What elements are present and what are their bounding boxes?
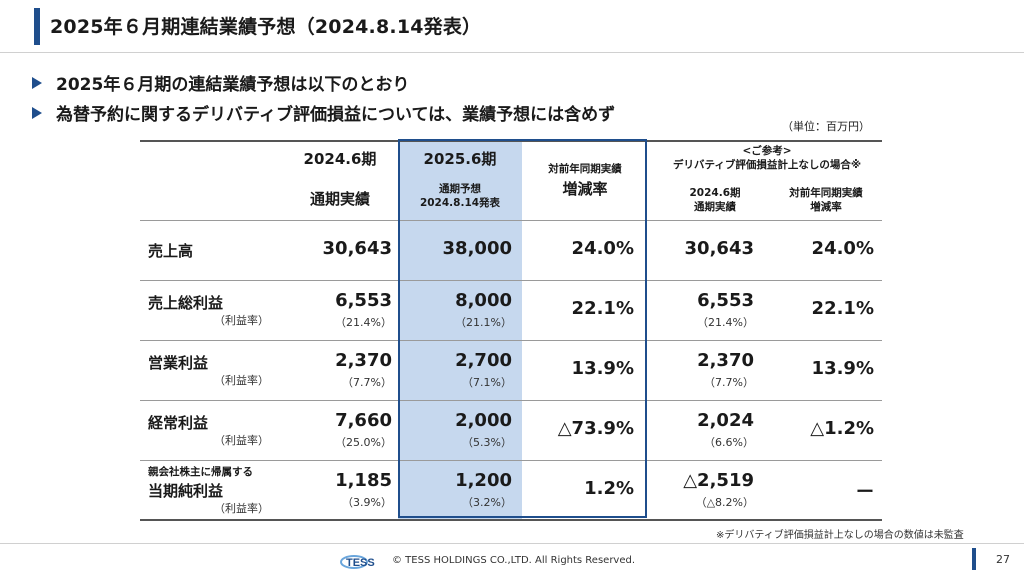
ordinary-profit-2025-margin: （5.3%） <box>462 436 512 449</box>
net-income-2025-margin: （3.2%） <box>462 496 512 509</box>
ordinary-profit-2025-forecast: 2,000 <box>455 410 512 431</box>
bullet-triangle-icon <box>32 76 42 89</box>
operating-profit-2024: 2,370 <box>335 350 392 371</box>
gross-profit-2025-margin: （21.1%） <box>455 316 512 329</box>
gross-profit-margin-label: （利益率） <box>214 314 269 327</box>
operating-profit-ref-margin: （7.7%） <box>704 376 754 389</box>
ref-header-2024-period: 2024.6期 <box>689 187 741 199</box>
gross-profit-yoy: 22.1% <box>571 298 634 319</box>
row-label-ordinary-profit: 経常利益 <box>148 414 209 432</box>
net-income-2024: 1,185 <box>335 470 392 491</box>
row-label-operating-profit: 営業利益 <box>148 354 209 372</box>
bullet-1-text: 2025年６月期の連結業績予想は以下のとおり <box>56 75 410 95</box>
reference-header: <ご参考> デリバティブ評価損益計上なしの場合※ <box>652 144 882 172</box>
table-row-rule <box>140 400 882 401</box>
bullet-2: 為替予約に関するデリバティブ評価損益については、業績予想には含めず <box>32 100 615 125</box>
gross-profit-2025-forecast: 8,000 <box>455 290 512 311</box>
page-accent-bar <box>972 548 976 570</box>
sales-ref-2024: 30,643 <box>684 238 754 259</box>
operating-profit-2025-forecast: 2,700 <box>455 350 512 371</box>
table-bottom-rule <box>140 519 882 521</box>
tess-logo: TESS <box>340 552 382 574</box>
net-income-yoy: 1.2% <box>584 478 634 499</box>
header-2025-period: 2025.6期 <box>423 150 497 168</box>
reference-condition: デリバティブ評価損益計上なしの場合※ <box>672 159 862 171</box>
ordinary-profit-2024-margin: （25.0%） <box>335 436 392 449</box>
sales-2024: 30,643 <box>322 238 392 259</box>
bullet-1: 2025年６月期の連結業績予想は以下のとおり <box>32 70 409 95</box>
net-income-2024-margin: （3.9%） <box>342 496 392 509</box>
row-prelabel-net-income: 親会社株主に帰属する <box>148 466 253 478</box>
net-income-ref-yoy: ー <box>856 482 874 503</box>
copyright: © TESS HOLDINGS CO.,LTD. All Rights Rese… <box>392 555 636 566</box>
table-row-rule <box>140 340 882 341</box>
row-label-sales: 売上高 <box>148 242 194 260</box>
header-2024-actual: 通期実績 <box>309 190 370 208</box>
gross-profit-2024: 6,553 <box>335 290 392 311</box>
ordinary-profit-yoy: △73.9% <box>557 418 634 439</box>
footnote: ※デリバティブ評価損益計上なしの場合の数値は未監査 <box>716 530 964 541</box>
forecast-table: 2024.6期 通期実績 2025.6期 通期予想 2024.8.14発表 対前… <box>140 140 882 521</box>
header-2025-announce-date: 2024.8.14発表 <box>419 197 501 209</box>
page-title: 2025年６月期連結業績予想（2024.8.14発表） <box>50 16 482 38</box>
ordinary-profit-margin-label: （利益率） <box>214 434 269 447</box>
page-number: 27 <box>996 553 1010 566</box>
table-row-rule <box>140 460 882 461</box>
row-label-net-income: 当期純利益 <box>148 482 224 500</box>
ordinary-profit-ref-yoy: △1.2% <box>810 418 874 439</box>
forecast-column-highlight <box>398 140 522 519</box>
gross-profit-ref-margin: （21.4%） <box>697 316 754 329</box>
net-income-2025-forecast: 1,200 <box>455 470 512 491</box>
sales-ref-yoy: 24.0% <box>811 238 874 259</box>
gross-profit-2024-margin: （21.4%） <box>335 316 392 329</box>
bullet-triangle-icon <box>32 106 42 119</box>
net-income-ref-2024: △2,519 <box>683 470 754 491</box>
ref-header-yoy-label: 対前年同期実績 <box>789 187 863 199</box>
net-income-margin-label: （利益率） <box>214 502 269 515</box>
ref-header-2024: 2024.6期 通期実績 <box>660 186 770 214</box>
ref-header-yoy: 対前年同期実績 増減率 <box>770 186 882 214</box>
ordinary-profit-2024: 7,660 <box>335 410 392 431</box>
ref-header-yoy-rate: 増減率 <box>810 201 842 213</box>
header-yoy-label: 対前年同期実績 <box>548 163 622 175</box>
header-2024-period: 2024.6期 <box>303 150 377 168</box>
header-yoy-rate: 増減率 <box>562 180 608 198</box>
operating-profit-2025-margin: （7.1%） <box>462 376 512 389</box>
operating-profit-margin-label: （利益率） <box>214 374 269 387</box>
forecast-highlight-frame <box>398 139 647 518</box>
row-label-gross-profit: 売上総利益 <box>148 294 224 312</box>
unit-label: （単位：百万円） <box>782 120 870 133</box>
net-income-ref-margin: （△8.2%） <box>695 496 754 509</box>
footer-divider <box>0 543 1024 544</box>
title-accent-bar <box>34 8 40 45</box>
gross-profit-ref-2024: 6,553 <box>697 290 754 311</box>
gross-profit-ref-yoy: 22.1% <box>811 298 874 319</box>
header-2025-forecast-label: 通期予想 <box>439 183 481 195</box>
reference-title: <ご参考> <box>742 145 792 157</box>
table-row-rule <box>140 280 882 281</box>
operating-profit-2024-margin: （7.7%） <box>342 376 392 389</box>
ordinary-profit-ref-2024: 2,024 <box>697 410 754 431</box>
ref-header-2024-actual: 通期実績 <box>694 201 736 213</box>
title-divider <box>0 52 1024 53</box>
bullet-2-text: 為替予約に関するデリバティブ評価損益については、業績予想には含めず <box>56 105 616 125</box>
logo-text: TESS <box>346 557 375 569</box>
operating-profit-ref-2024: 2,370 <box>697 350 754 371</box>
operating-profit-yoy: 13.9% <box>571 358 634 379</box>
table-header-rule <box>140 220 882 221</box>
tess-logo-mark: TESS <box>340 555 375 569</box>
header-2025-forecast: 通期予想 2024.8.14発表 <box>398 182 522 210</box>
operating-profit-ref-yoy: 13.9% <box>811 358 874 379</box>
ordinary-profit-ref-margin: （6.6%） <box>704 436 754 449</box>
sales-yoy: 24.0% <box>571 238 634 259</box>
sales-2025-forecast: 38,000 <box>442 238 512 259</box>
